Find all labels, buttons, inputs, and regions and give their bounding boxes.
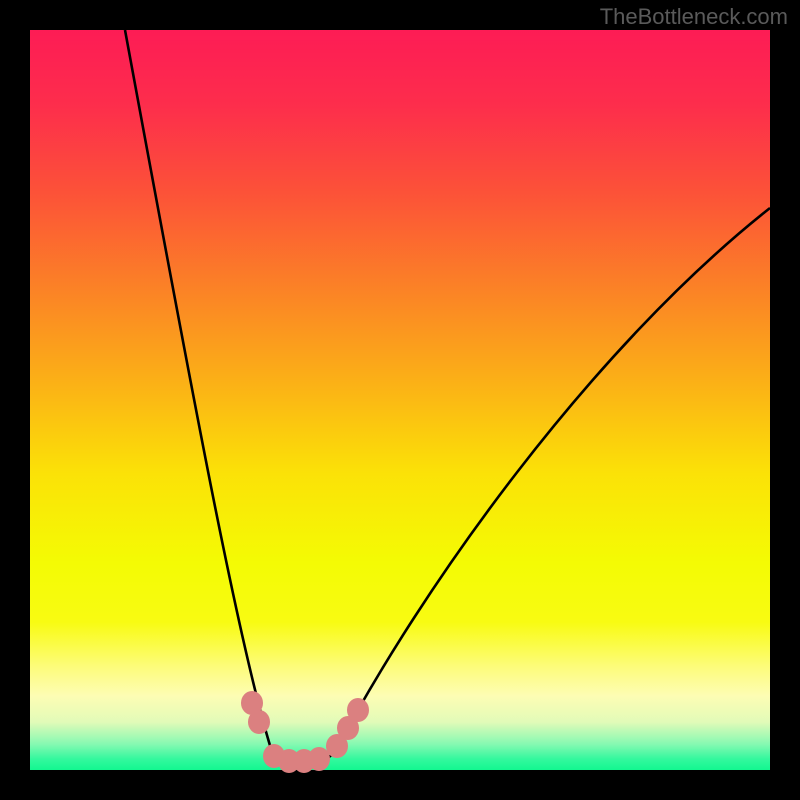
watermark-text: TheBottleneck.com [600,4,788,30]
curve-marker [308,747,330,771]
curve-marker [248,710,270,734]
chart-container: TheBottleneck.com [0,0,800,800]
bottleneck-curve-chart [0,0,800,800]
plot-gradient-background [30,30,770,770]
curve-marker [347,698,369,722]
